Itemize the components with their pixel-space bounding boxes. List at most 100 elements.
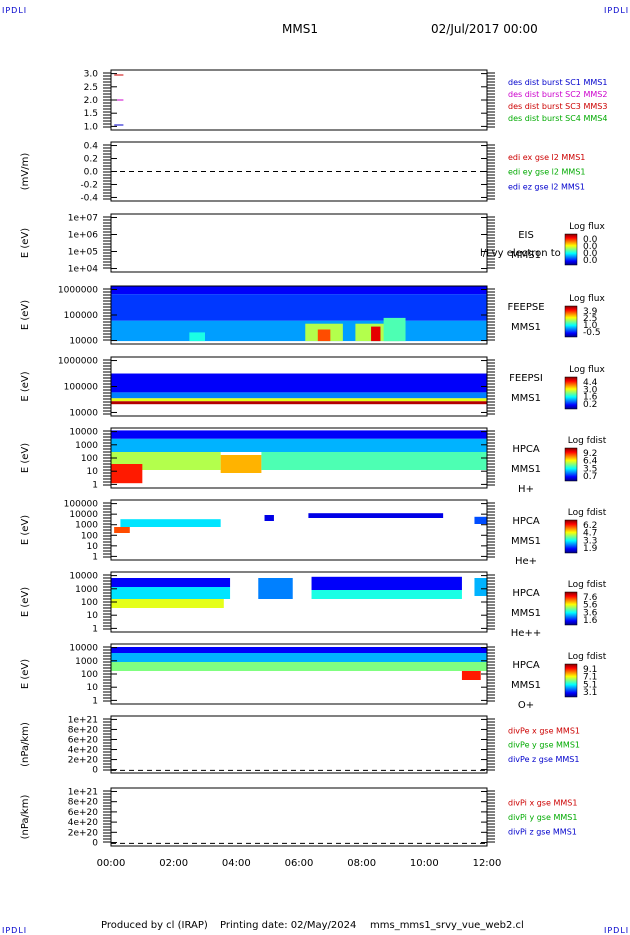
ytick-label: 1000	[75, 441, 98, 451]
panel-hpca_hepp: 1 10 100 1000 10000 E (eV) HPCA MMS1 He++ Log fdi…	[20, 571, 607, 639]
legend-entry: divPi z gse MMS1	[508, 828, 577, 837]
colorbar-label: 3.1	[583, 688, 597, 698]
panel-frame	[110, 715, 488, 774]
spectrogram-band	[111, 392, 487, 399]
spectrogram-band	[261, 452, 487, 470]
colorbar-label: 0.2	[583, 400, 597, 410]
ytick-label: 1000000	[58, 357, 98, 367]
ytick-label: 10000	[69, 572, 98, 582]
colorbar-label: 5.6	[583, 601, 598, 611]
ytick-label: 0.2	[84, 155, 98, 165]
instrument-label: EIS	[518, 230, 534, 241]
ytick-label: 1e+21	[68, 787, 98, 797]
footer-produced-by: Produced by cl (IRAP)	[101, 920, 208, 931]
instrument-label: MMS1	[511, 464, 541, 475]
colorbar-label: 0.0	[583, 235, 598, 245]
ytick-label: 3.0	[84, 70, 99, 80]
ylabel: E (eV)	[20, 515, 31, 545]
ytick-label: 1e+21	[68, 715, 98, 725]
colorbar-label: 9.2	[583, 449, 597, 459]
colorbar-label: 1.6	[583, 393, 598, 403]
instrument-label: H+	[518, 484, 534, 495]
ylabel: E (eV)	[20, 371, 31, 401]
ytick-label: 10	[87, 467, 99, 477]
ytick-label: 1000	[75, 657, 98, 667]
colorbar	[564, 376, 578, 410]
ytick-label: 10	[87, 542, 99, 552]
colorbar-label: 3.0	[583, 385, 598, 395]
ytick-label: 1	[92, 480, 98, 490]
panel-feepse: 10000 100000 1000000 E (eV) FEEPSE MMS1 Log fl…	[20, 285, 605, 346]
instrument-label: HPCA	[512, 588, 540, 599]
panel-des_dist_burst: 1.0 1.5 2.0 2.5 3.0 des dist burst SC1 MMS1 de…	[84, 69, 607, 132]
colorbar-label: 3.5	[583, 464, 597, 474]
colorbar-label: 4.7	[583, 529, 597, 539]
spectrogram-band	[258, 578, 293, 599]
xtick-label: 00:00	[97, 858, 126, 869]
colorbar-label: 6.2	[583, 521, 597, 531]
ytick-label: 2e+20	[68, 756, 99, 766]
time-axis: 00:00 02:00 04:00 06:00 08:00 10:00 12:00	[97, 858, 502, 869]
colorbar-label: 5.1	[583, 680, 597, 690]
ytick-label: 100000	[64, 500, 99, 510]
corner-label-top-left: IPDLI	[2, 6, 28, 15]
colorbar-label: 0.7	[583, 472, 597, 482]
ytick-label: 1e+07	[68, 213, 98, 223]
ytick-label: 10000	[69, 510, 98, 520]
spectrogram-band	[220, 455, 262, 473]
spectrogram-band	[474, 578, 487, 596]
instrument-label: HPCA	[512, 444, 540, 455]
xtick-label: 12:00	[473, 858, 502, 869]
colorbar	[564, 663, 578, 698]
panel-hpca_o: 1 10 100 1000 10000 E (eV) HPCA MMS1 O+ Log fdist…	[20, 643, 607, 711]
ytick-label: 4e+20	[68, 746, 99, 756]
ytick-label: 4e+20	[68, 818, 99, 828]
ytick-label: 1e+06	[68, 230, 99, 240]
ytick-label: 6e+20	[68, 808, 99, 818]
ytick-label: 0	[92, 766, 98, 776]
spectrogram-band	[111, 662, 487, 671]
spectrogram-band	[114, 527, 130, 533]
legend-entry: des dist burst SC1 MMS1	[508, 78, 607, 87]
ytick-label: 10000	[69, 428, 98, 438]
colorbar-label: 0.0	[583, 242, 598, 252]
ylabel: E (eV)	[20, 443, 31, 473]
ytick-label: 10000	[69, 644, 98, 654]
footer-printing-date: Printing date: 02/May/2024	[220, 920, 357, 931]
colorbar	[564, 447, 578, 482]
colorbar-label: 6.4	[583, 457, 598, 467]
xtick-label: 10:00	[410, 858, 439, 869]
spectrogram-band	[474, 516, 487, 524]
spectrogram-band	[111, 294, 487, 321]
legend-entry: edi ex gse l2 MMS1	[508, 153, 585, 162]
panel-frame	[110, 69, 488, 131]
ytick-label: -0.2	[80, 180, 98, 190]
instrument-label: MMS1	[511, 322, 541, 333]
legend-entry: divPe x gse MMS1	[508, 726, 580, 735]
colorbar-title: Log fdist	[568, 652, 607, 662]
corner-label-bottom-left: IPDLI	[2, 926, 28, 935]
panel-hpca_h: 1 10 100 1000 10000 E (eV) HPCA MMS1 H+ Log fdist…	[20, 427, 607, 495]
date-title: 02/Jul/2017 00:00	[431, 22, 538, 36]
colorbar-label: 4.4	[583, 378, 598, 388]
instrument-label: He+	[515, 556, 537, 567]
ylabel: E (eV)	[20, 587, 31, 617]
ylabel: (nPa/km)	[20, 795, 31, 840]
panel-frame	[110, 499, 488, 561]
ytick-label: 100	[81, 670, 98, 680]
ytick-label: 1000000	[58, 285, 98, 295]
legend-entry: edi ez gse l2 MMS1	[508, 182, 585, 191]
ylabel: (mV/m)	[20, 153, 31, 191]
spectrogram-band	[111, 653, 487, 662]
ytick-label: 2e+20	[68, 828, 99, 838]
instrument-label: MMS1	[511, 393, 541, 404]
legend-entry: des dist burst SC3 MMS3	[508, 102, 607, 111]
spectrogram-band	[308, 513, 444, 518]
xtick-label: 06:00	[285, 858, 314, 869]
ytick-label: 10000	[69, 408, 98, 418]
colorbar-label: 1.0	[583, 321, 598, 331]
colorbar-label: 3.3	[583, 536, 597, 546]
footer-script: mms_mms1_srvy_vue_web2.cl	[370, 920, 524, 931]
